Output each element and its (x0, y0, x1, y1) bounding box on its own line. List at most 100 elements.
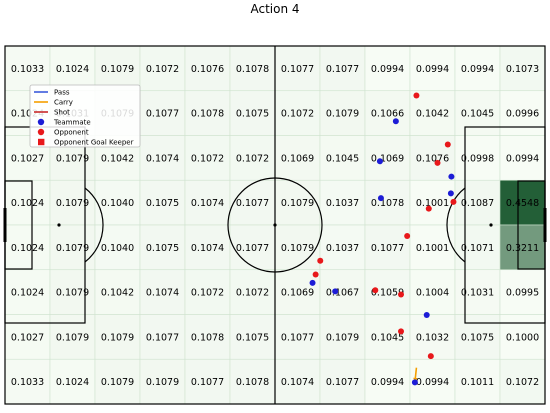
heatmap-cell (184, 269, 231, 315)
heatmap-cell-value: 0.1071 (461, 243, 494, 254)
heatmap-cell-value: 0.1078 (236, 377, 269, 388)
heatmap-cell-value: 0.1079 (146, 377, 179, 388)
heatmap-cell (139, 269, 186, 315)
heatmap-cell (229, 314, 276, 360)
heatmap-cell-value: 0.1087 (461, 198, 494, 209)
heatmap-cell-value: 0.3211 (506, 243, 539, 254)
opponent-marker (317, 257, 324, 264)
heatmap-cell-value: 0.1079 (101, 64, 134, 75)
heatmap-cell-value: 0.1075 (146, 198, 179, 209)
heatmap-cell (274, 224, 321, 271)
heatmap-cell-value: 0.1077 (326, 377, 359, 388)
heatmap-cell (184, 179, 231, 226)
chart-title: Action 4 (250, 2, 300, 16)
legend-opponent-goal-keeper-swatch (38, 138, 45, 146)
legend-opponent-label: Opponent (54, 129, 89, 137)
heatmap-cell (319, 179, 366, 226)
teammate-marker (376, 158, 383, 165)
heatmap-cell (94, 358, 141, 405)
left-penalty-arc (84, 187, 104, 263)
heatmap-cell-value: 0.1079 (281, 243, 314, 254)
heatmap-cell-value: 0.1027 (11, 153, 44, 164)
heatmap-cell-value: 0.1073 (506, 64, 539, 75)
heatmap-cell (94, 269, 141, 315)
heatmap-cell (229, 179, 276, 226)
heatmap-cell-value: 0.1079 (326, 109, 359, 120)
opponent-marker (427, 353, 434, 360)
heatmap-cell-value: 0.1024 (11, 288, 44, 299)
heatmap-cell-value: 0.1079 (281, 198, 314, 209)
heatmap-cell-value: 0.1069 (281, 153, 314, 164)
heatmap-cell-value: 0.0994 (371, 64, 404, 75)
heatmap-cell-value: 0.1032 (416, 332, 449, 343)
heatmap-cell (454, 224, 501, 271)
heatmap-cell (364, 135, 411, 181)
heatmap-cell-value: 0.1042 (101, 153, 134, 164)
heatmap-cell (229, 90, 276, 136)
heatmap-cell-value: 0.1074 (191, 198, 224, 209)
heatmap-cell (4, 179, 51, 226)
heatmap-cell (319, 45, 366, 92)
heatmap-cell-value: 0.1078 (191, 109, 224, 120)
heatmap-cell (4, 269, 51, 315)
opponent-marker (450, 198, 457, 205)
heatmap-cell-value: 0.1078 (191, 332, 224, 343)
heatmap-cell-value: 0.1072 (146, 64, 179, 75)
heatmap-cell-value: 0.1077 (191, 377, 224, 388)
legend-opponent-goal-keeper-label: Opponent Goal Keeper (54, 139, 134, 147)
heatmap-cell (409, 314, 456, 360)
heatmap-cell-value: 0.1037 (326, 198, 359, 209)
heatmap-cell-value: 0.1079 (56, 153, 89, 164)
heatmap-cell-value: 0.1031 (461, 288, 494, 299)
heatmap-cell-value: 0.1059 (371, 288, 404, 299)
teammate-marker (392, 118, 399, 125)
heatmap-cell-value: 0.1074 (146, 288, 179, 299)
heatmap-cell (319, 314, 366, 360)
heatmap-cell-value: 0.1079 (326, 332, 359, 343)
heatmap-cell (229, 45, 276, 92)
heatmap-cell-value: 0.0994 (416, 377, 449, 388)
heatmap-cell-value: 0.1072 (236, 153, 269, 164)
opponent-marker (312, 271, 319, 278)
heatmap-cells (4, 45, 546, 405)
heatmap-cell-value: 0.1075 (236, 332, 269, 343)
right-penalty-spot (489, 223, 493, 227)
heatmap-cell-value: 0.0996 (506, 109, 539, 120)
opponent-marker (413, 92, 420, 99)
heatmap-cell-value: 0.0994 (506, 153, 539, 164)
heatmap-cell-value: 0.1045 (371, 332, 404, 343)
legend-carry-label: Carry (54, 99, 73, 107)
heatmap-cell-value: 0.1072 (506, 377, 539, 388)
heatmap-cell-value: 0.1078 (236, 64, 269, 75)
heatmap-cell (4, 358, 51, 405)
heatmap-cell-value: 0.1045 (461, 109, 494, 120)
heatmap-cell (454, 269, 501, 315)
heatmap-cell (454, 358, 501, 405)
heatmap-cell-value: 0.1024 (11, 198, 44, 209)
heatmap-cell-value: 0.1027 (11, 332, 44, 343)
heatmap-cell-value: 0.1074 (281, 377, 314, 388)
heatmap-cell (319, 135, 366, 181)
heatmap-cell (184, 135, 231, 181)
legend-teammate-label: Teammate (53, 119, 91, 127)
heatmap-cell-value: 0.1079 (56, 288, 89, 299)
heatmap-cell (454, 45, 501, 92)
heatmap-cell-value: 0.0994 (371, 377, 404, 388)
heatmap-cell-value: 0.1033 (11, 64, 44, 75)
heatmap-cell-value: 0.1079 (101, 332, 134, 343)
teammate-marker (447, 190, 454, 197)
heatmap-cell-value: 0.1072 (236, 288, 269, 299)
heatmap-cell (229, 224, 276, 271)
heatmap-cell-value: 0.1042 (101, 288, 134, 299)
right-penalty-arc (446, 187, 466, 263)
heatmap-cell-value: 0.1077 (236, 243, 269, 254)
heatmap-cell-value: 0.1077 (281, 64, 314, 75)
heatmap-cell-value: 0.1045 (326, 153, 359, 164)
heatmap-cell (49, 269, 96, 315)
heatmap-cell (49, 179, 96, 226)
heatmap-cell-value: 0.1040 (101, 243, 134, 254)
heatmap-cell (139, 314, 186, 360)
heatmap-cell-value: 0.1033 (11, 377, 44, 388)
heatmap-cell-value: 0.0998 (461, 153, 494, 164)
heatmap-cell (454, 135, 501, 181)
